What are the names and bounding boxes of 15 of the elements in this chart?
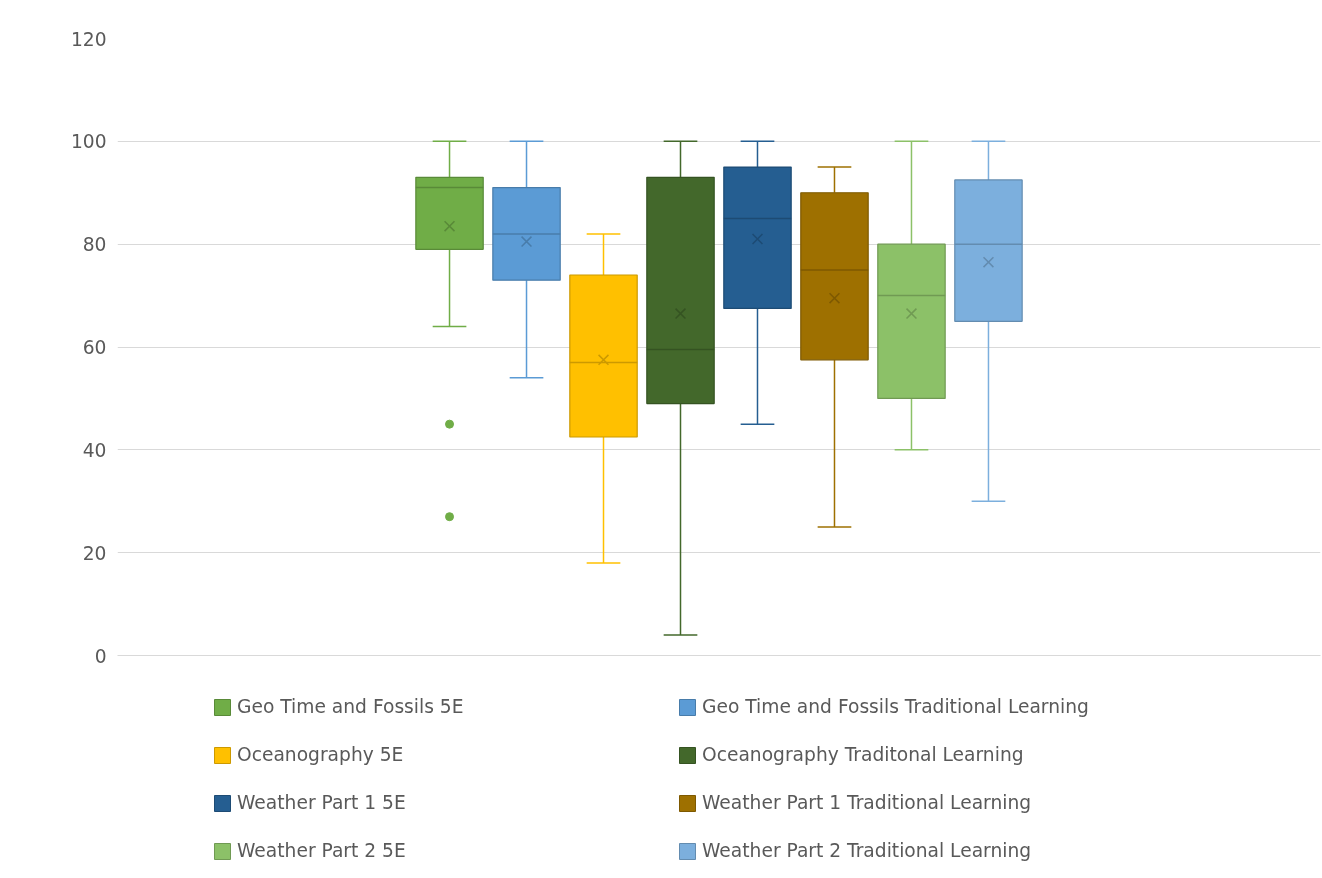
legend-label: Weather Part 1 5E <box>237 792 407 813</box>
y-tick-label: 20 <box>82 542 107 564</box>
y-tick-label: 100 <box>70 131 107 153</box>
y-tick-label: 40 <box>82 439 107 461</box>
y-tick-label: 60 <box>82 337 107 358</box>
legend-label: Oceanography 5E <box>237 744 405 765</box>
legend-label: Weather Part 2 5E <box>237 840 407 861</box>
legend-label: Geo Time and Fossils Traditional Learning <box>702 696 1090 717</box>
y-tick-label: 80 <box>82 234 107 256</box>
y-tick-label: 0 <box>94 645 107 667</box>
y-tick-label: 120 <box>70 28 107 50</box>
legend-label: Geo Time and Fossils 5E <box>237 696 465 717</box>
legend-label: Weather Part 1 Traditional Learning <box>702 792 1033 813</box>
legend-label: Oceanography Traditonal Learning <box>702 744 1025 765</box>
legend-label: Weather Part 2 Traditional Learning <box>702 840 1033 861</box>
